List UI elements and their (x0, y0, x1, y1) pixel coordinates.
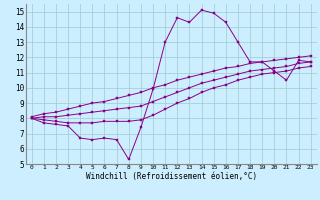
X-axis label: Windchill (Refroidissement éolien,°C): Windchill (Refroidissement éolien,°C) (86, 172, 257, 181)
